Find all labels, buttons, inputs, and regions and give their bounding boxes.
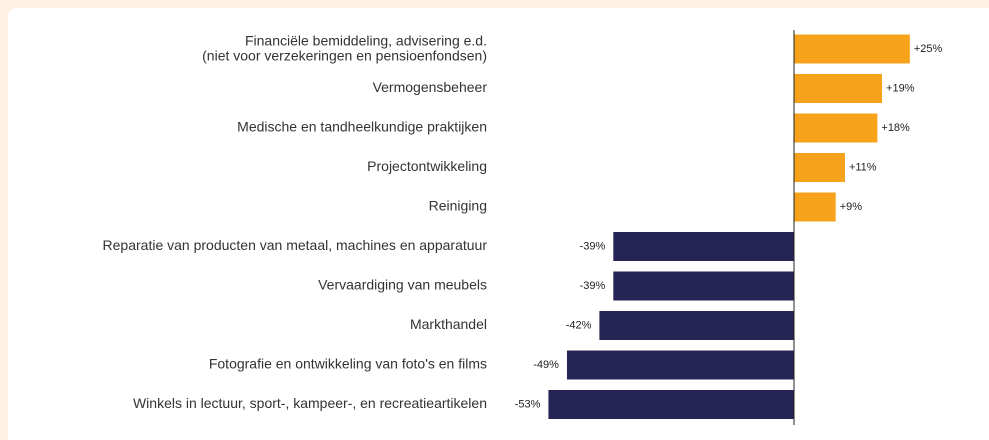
bar — [548, 390, 794, 419]
value-label: -39% — [580, 240, 606, 252]
bar — [794, 113, 878, 143]
bar — [794, 192, 836, 222]
category-label: Reparatie van producten van metaal, mach… — [103, 237, 488, 253]
category-label: Projectontwikkeling — [367, 158, 487, 174]
bar — [599, 311, 794, 340]
bar — [613, 271, 794, 301]
category-label: Fotografie en ontwikkeling van foto's en… — [209, 356, 487, 372]
category-label: Vermogensbeheer — [373, 79, 488, 95]
bar — [613, 232, 794, 261]
bar — [794, 74, 883, 103]
bar — [794, 153, 845, 182]
value-label: +11% — [849, 161, 877, 173]
category-label: Financiële bemiddeling, advisering e.d.(… — [202, 32, 487, 63]
category-label: Reiniging — [429, 198, 487, 214]
value-label: +9% — [840, 201, 863, 213]
category-label: Vervaardiging van meubels — [318, 277, 487, 293]
value-label: +25% — [914, 43, 943, 55]
value-label: -49% — [533, 359, 559, 371]
category-label: Medische en tandheelkundige praktijken — [237, 119, 487, 135]
value-label: -53% — [515, 398, 541, 410]
category-label: Winkels in lectuur, sport-, kampeer-, en… — [133, 395, 487, 411]
value-label: -39% — [580, 280, 606, 292]
bar — [794, 34, 910, 64]
category-label: Markthandel — [410, 316, 487, 332]
value-label: +18% — [881, 122, 910, 134]
value-label: -42% — [566, 319, 592, 331]
bar — [566, 350, 794, 380]
value-label: +19% — [886, 82, 915, 94]
